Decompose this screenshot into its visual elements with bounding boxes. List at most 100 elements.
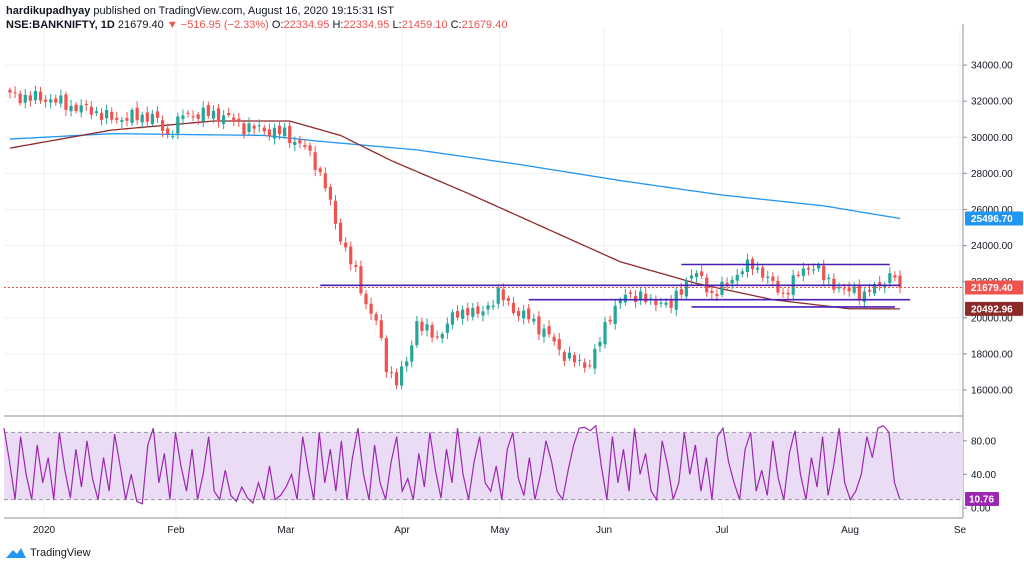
- candle: [654, 300, 658, 306]
- tradingview-logo[interactable]: TradingView: [6, 547, 91, 559]
- candle: [496, 287, 500, 304]
- candle: [644, 293, 648, 303]
- candle: [857, 285, 861, 301]
- candle: [893, 275, 897, 278]
- price-label-box: [965, 301, 1023, 316]
- candle: [745, 259, 750, 272]
- last-price: 21679.40: [117, 19, 164, 31]
- candle: [735, 274, 739, 281]
- time-tick-label: Mar: [277, 525, 295, 536]
- candle: [405, 361, 409, 367]
- candle: [867, 289, 872, 292]
- candle: [110, 111, 114, 120]
- symbol-name[interactable]: NSE:BANKNIFTY, 1D: [6, 19, 115, 31]
- candle: [862, 291, 866, 302]
- candle: [613, 305, 617, 324]
- candle: [562, 352, 566, 361]
- ma-50-line: [9, 120, 901, 310]
- candle: [181, 115, 185, 119]
- candle: [578, 359, 582, 361]
- candle: [547, 326, 551, 335]
- candle: [659, 302, 663, 304]
- candle: [679, 288, 683, 295]
- candle: [54, 98, 58, 103]
- candle: [171, 135, 175, 137]
- candle: [827, 277, 831, 280]
- candle: [166, 128, 170, 135]
- candle: [832, 278, 836, 290]
- candle: [222, 115, 226, 125]
- rsi-tick-label: 40.00: [971, 470, 996, 481]
- candle: [471, 307, 475, 317]
- candle: [150, 113, 154, 124]
- candle: [796, 274, 800, 276]
- candle: [247, 123, 251, 132]
- candle: [618, 300, 622, 304]
- rsi-value-label: 10.76: [969, 494, 994, 505]
- candle: [501, 289, 505, 301]
- candle: [730, 279, 734, 284]
- candle: [410, 345, 414, 362]
- price-label: 20492.96: [971, 304, 1013, 315]
- close-value: 21679.40: [461, 19, 508, 31]
- price-tick-label: 24000.00: [971, 241, 1013, 252]
- candle: [369, 303, 373, 314]
- price-change: −516.95 (−2.33%): [180, 19, 269, 31]
- candle: [155, 111, 160, 118]
- candle: [99, 112, 104, 120]
- candle: [33, 91, 38, 101]
- candle: [94, 111, 99, 114]
- symbol-line: NSE:BANKNIFTY, 1D 21679.40 ▼ −516.95 (−2…: [6, 18, 507, 32]
- candle: [445, 323, 449, 333]
- price-tick-label: 20000.00: [971, 313, 1013, 324]
- candle: [74, 104, 78, 112]
- price-label: 25496.70: [971, 214, 1013, 225]
- price-tick-label: 34000.00: [971, 61, 1013, 72]
- candle: [186, 112, 190, 114]
- candle: [603, 322, 607, 345]
- candle: [318, 168, 322, 173]
- publish-info: hardikupadhyay published on TradingView.…: [6, 4, 507, 18]
- candle: [440, 333, 444, 339]
- candle: [822, 265, 826, 281]
- candle: [69, 105, 73, 112]
- candle: [191, 116, 195, 118]
- candle: [781, 292, 785, 294]
- candle: [776, 280, 780, 293]
- candle: [639, 291, 643, 300]
- candle: [237, 118, 241, 121]
- candle: [430, 325, 434, 338]
- candle: [837, 287, 841, 289]
- publish-text: published on TradingView.com, August 16,…: [93, 5, 395, 17]
- candle: [140, 114, 144, 123]
- candle: [89, 106, 93, 115]
- down-arrow-icon: ▼: [166, 19, 178, 31]
- candle: [588, 365, 592, 367]
- candle: [842, 288, 846, 290]
- candle: [455, 311, 460, 318]
- candle: [359, 266, 363, 294]
- candle: [623, 294, 627, 303]
- candle: [628, 292, 633, 294]
- candle: [105, 109, 109, 119]
- candle: [338, 222, 343, 242]
- candle: [344, 242, 348, 248]
- candle: [700, 271, 704, 277]
- chart-header: hardikupadhyay published on TradingView.…: [6, 4, 507, 32]
- candle: [64, 94, 68, 110]
- price-label-box: [965, 280, 1023, 295]
- rsi-line: [3, 424, 901, 505]
- candle: [522, 310, 526, 319]
- candle: [135, 107, 139, 121]
- candle: [394, 372, 399, 386]
- candle: [242, 123, 246, 135]
- candle: [664, 302, 668, 305]
- candle: [888, 273, 892, 284]
- candle: [313, 152, 317, 170]
- candle: [486, 305, 490, 310]
- candle: [527, 308, 531, 320]
- candle: [557, 339, 561, 350]
- author-name[interactable]: hardikupadhyay: [6, 5, 91, 17]
- candle: [710, 290, 714, 293]
